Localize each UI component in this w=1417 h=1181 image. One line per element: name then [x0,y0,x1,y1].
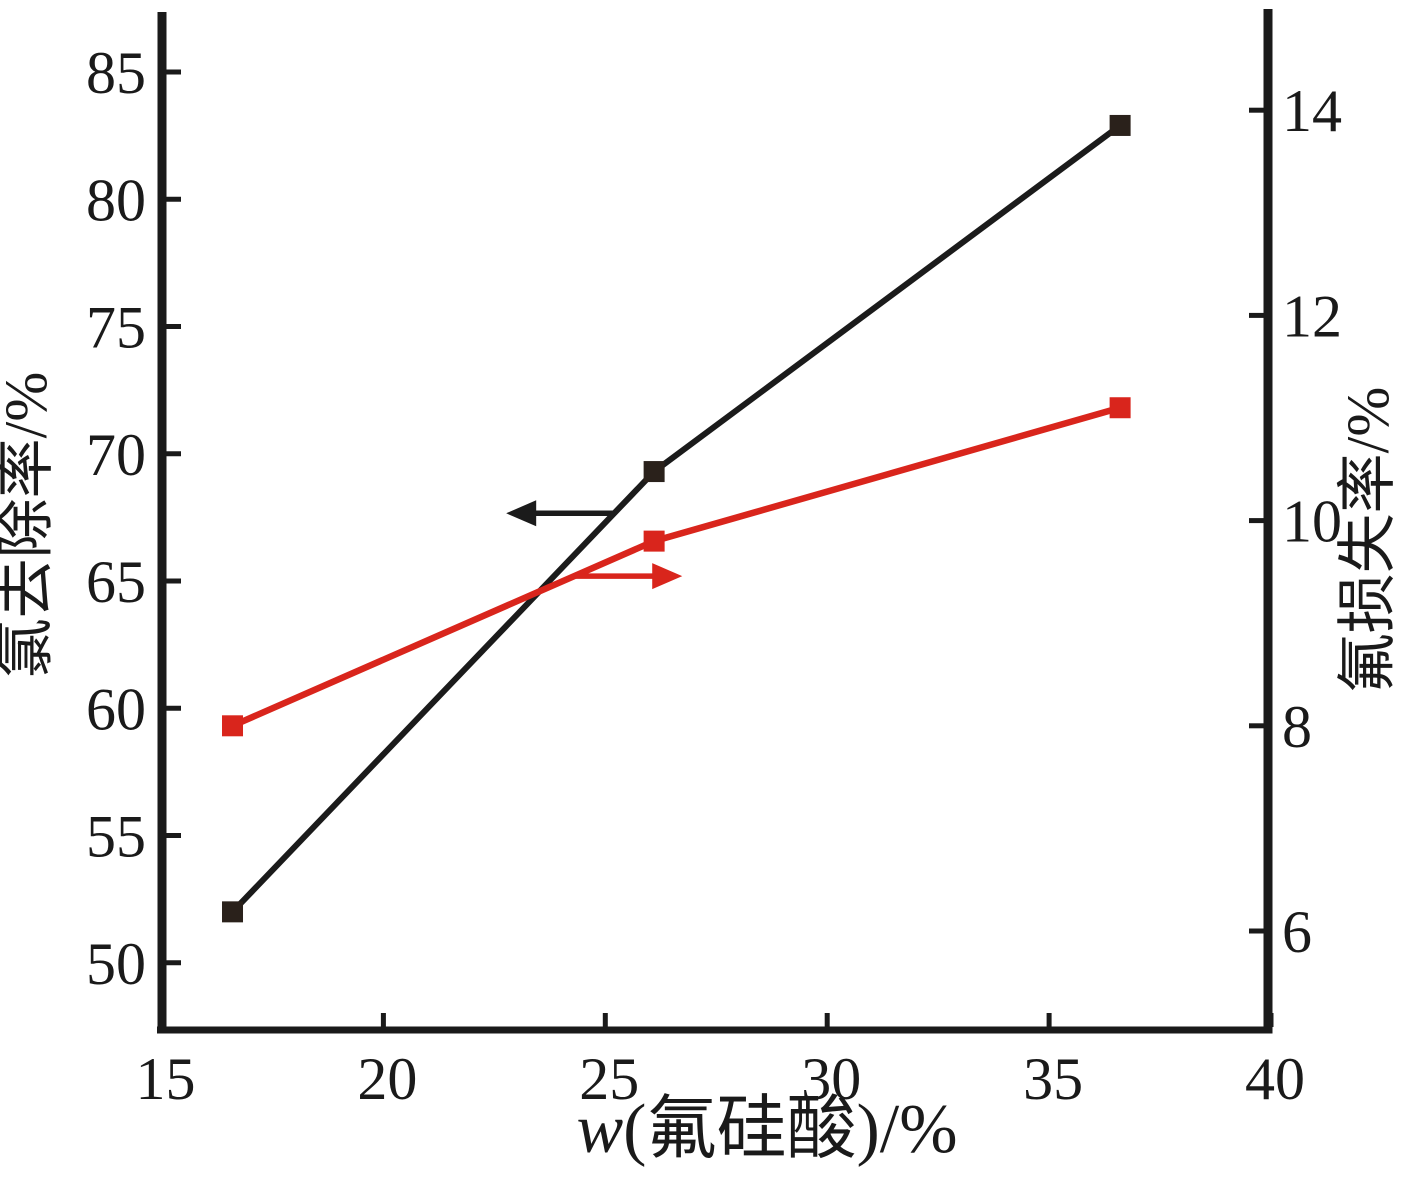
left-axis-tick-label: 85 [86,40,146,106]
x-axis-tick-label: 20 [357,1046,417,1112]
x-axis-tick-label: 15 [136,1046,196,1112]
x-axis-tick-label: 35 [1023,1046,1083,1112]
left-axis-tick-label: 65 [86,549,146,615]
data-point-marker-right [222,715,244,737]
axes-layer [157,9,1273,1034]
right-arrow-head-icon [652,563,683,590]
data-point-marker-left [222,901,244,923]
left-arrow-head-icon [506,500,537,527]
data-point-marker-left [1109,114,1131,136]
data-point-marker-right [1109,397,1131,419]
right-axis-tick-label: 12 [1282,283,1342,349]
ticks-layer: 50 55 60 65 70 75 80 85 6 8 10 12 14 15 20 25 30 35 40 [86,40,1342,1112]
x-axis-title: w(氟硅酸)/% [576,1091,957,1168]
left-axis-tick-label: 80 [86,167,146,233]
left-axis-tick-label: 60 [86,676,146,742]
data-point-marker-left [643,461,665,483]
right-axis-tick-label: 6 [1282,899,1312,965]
right-axis-title: 氟损失率/% [1335,387,1401,694]
left-axis-title: 氯去除率/% [0,372,59,679]
data-point-marker-right [643,530,665,552]
series-line-left [230,123,1122,914]
left-axis-tick-label: 55 [86,804,146,870]
right-axis-tick-label: 10 [1282,489,1342,555]
left-axis-tick-label: 50 [86,931,146,997]
left-axis-tick-label: 70 [86,422,146,488]
x-axis-tick-label: 40 [1245,1046,1305,1112]
left-axis-tick-label: 75 [86,295,146,361]
right-axis-tick-label: 8 [1282,694,1312,760]
right-axis-tick-label: 14 [1282,78,1342,144]
x-axis-tick-label: 25 [579,1046,639,1112]
x-axis-tick-label: 30 [801,1046,861,1112]
series-layer [222,114,1131,923]
annotation-layer [506,500,683,590]
